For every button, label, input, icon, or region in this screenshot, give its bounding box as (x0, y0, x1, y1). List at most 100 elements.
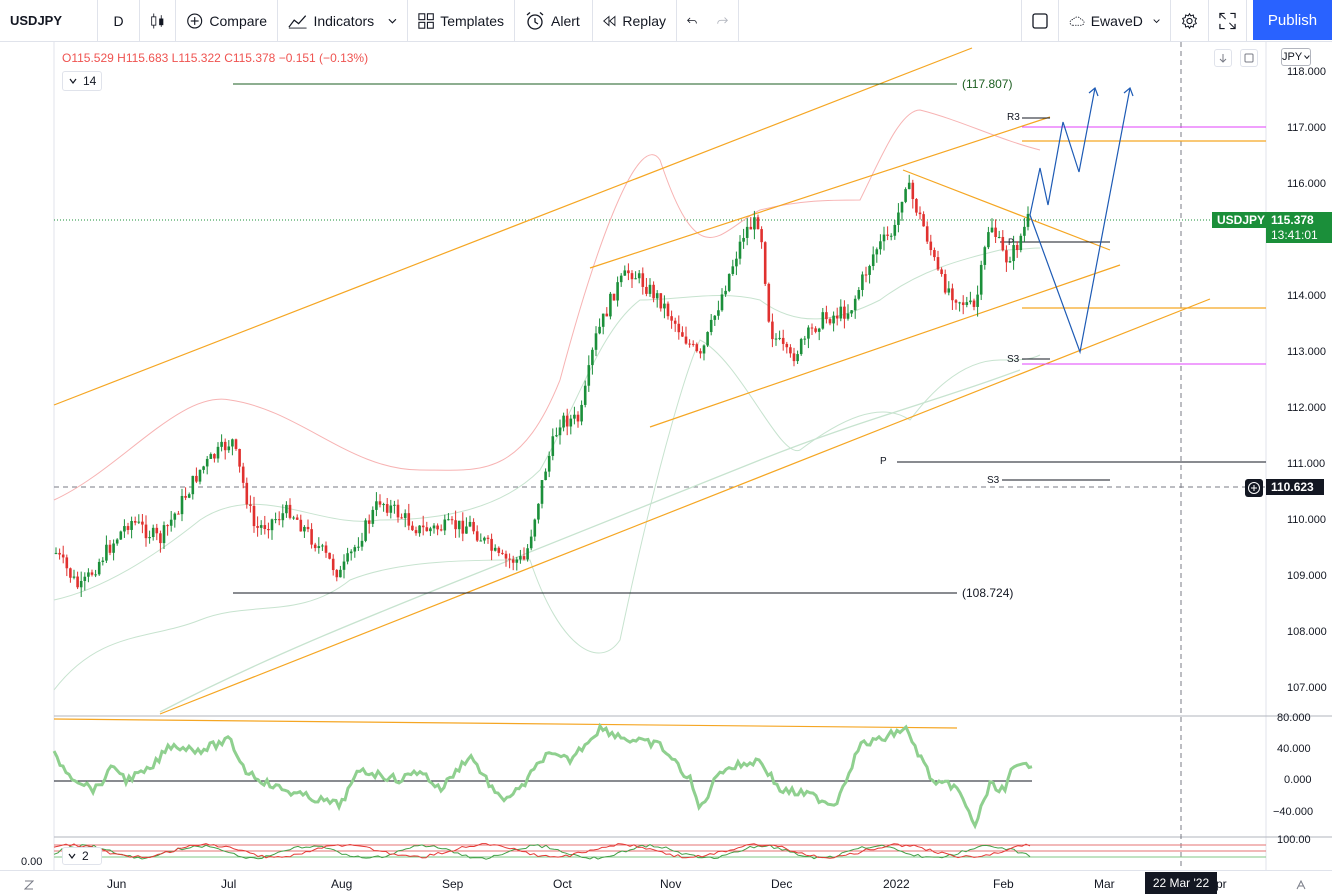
candle-body (695, 344, 699, 352)
candle-body (277, 519, 281, 521)
candle-body (151, 527, 155, 538)
pane-down-button[interactable] (1214, 49, 1232, 67)
maximize-button[interactable] (1209, 0, 1247, 42)
candle-body (321, 545, 324, 547)
candle-body (897, 212, 900, 225)
undo-button[interactable] (677, 0, 707, 42)
candle-body (846, 313, 850, 319)
chevron-down-icon (388, 18, 397, 24)
candle-body (933, 250, 936, 258)
osc-tick: 80.000 (1277, 712, 1311, 724)
add-alert-button[interactable] (1245, 479, 1263, 497)
candle-body (112, 543, 115, 553)
left-axis-zero: 0.00 (21, 856, 43, 868)
undo-icon (687, 17, 697, 24)
candle-body (580, 404, 583, 422)
pivot-s3-bottom-label: S3 (987, 475, 1000, 486)
chart-style-button[interactable] (140, 0, 176, 42)
last-price-tag: 115.378 (1266, 212, 1332, 228)
candle-body (659, 293, 663, 309)
pane-maximize-button[interactable] (1240, 49, 1258, 67)
candle-body (443, 519, 447, 531)
candle-body (832, 315, 835, 324)
candle-body (918, 212, 922, 215)
square-icon (1032, 12, 1048, 29)
publish-button[interactable]: Publish (1253, 0, 1332, 40)
month-label: pr (1216, 877, 1227, 891)
candle-body (439, 529, 443, 531)
auto-scale-icon (1296, 880, 1306, 890)
candle-body (702, 345, 706, 354)
cloud-icon (1069, 16, 1085, 26)
candle-body (717, 310, 720, 316)
candle-body (436, 525, 439, 530)
fullscreen-toggle[interactable] (1021, 0, 1059, 42)
templates-label: Templates (440, 12, 504, 29)
price-tick: 109.000 (1287, 570, 1327, 582)
chevron-down-icon (1304, 55, 1310, 59)
crosshair-date-tag: 22 Mar '22 (1145, 872, 1217, 894)
candle-body (346, 553, 349, 562)
candle-body (609, 293, 612, 317)
candle-body (83, 576, 87, 582)
compare-button[interactable]: Compare (176, 0, 278, 42)
candle-body (972, 300, 976, 307)
candle-body (123, 526, 126, 532)
candle-body (540, 480, 544, 504)
indicators-button[interactable]: Indicators (278, 0, 408, 42)
candle-body (796, 354, 799, 362)
candle-body (501, 552, 504, 554)
month-label: 2022 (883, 877, 910, 891)
candle-body (335, 570, 339, 578)
price-tick: 113.000 (1287, 346, 1326, 358)
candle-body (288, 504, 292, 518)
symbol-search[interactable]: USDJPY (0, 0, 98, 42)
timezone-button[interactable] (20, 876, 38, 894)
osc2-length-box[interactable]: 2 (62, 847, 102, 865)
candlestick-series (54, 174, 1030, 597)
candle-body (936, 257, 940, 270)
candle-body (814, 328, 817, 332)
candle-body (360, 540, 364, 547)
alert-button[interactable]: Alert (515, 0, 593, 42)
candle-body (817, 328, 821, 332)
indicator-length-box[interactable]: 14 (62, 71, 102, 91)
candle-body (670, 316, 673, 321)
layout-menu[interactable]: EwaveD (1059, 0, 1171, 42)
candle-body (573, 414, 576, 419)
templates-button[interactable]: Templates (408, 0, 515, 42)
redo-button[interactable] (707, 0, 739, 42)
auto-scale-button[interactable] (1292, 876, 1310, 894)
price-tick: 116.000 (1287, 178, 1326, 190)
alert-label: Alert (551, 12, 580, 29)
candle-body (292, 517, 295, 519)
currency-selector[interactable]: JPY (1281, 48, 1311, 66)
open-value: O115.529 (62, 51, 114, 65)
candle-body (803, 338, 807, 340)
publish-label: Publish (1267, 11, 1318, 29)
candle-body (677, 323, 681, 333)
candle-body (353, 547, 357, 552)
settings-button[interactable] (1171, 0, 1209, 42)
candle-body (681, 332, 684, 337)
candle-body (317, 546, 321, 549)
interval-button[interactable]: D (98, 0, 140, 42)
candle-body (328, 552, 331, 559)
candle-body (843, 306, 846, 319)
candle-body (763, 242, 767, 284)
candle-body (342, 561, 346, 570)
candle-body (425, 527, 429, 532)
candle-body (900, 201, 904, 213)
candle-body (454, 520, 457, 530)
candle-body (1019, 235, 1023, 251)
time-axis[interactable] (0, 870, 1332, 896)
expand-icon (1219, 12, 1236, 29)
candle-body (911, 182, 915, 200)
candle-body (69, 568, 72, 578)
candle-body (263, 525, 267, 529)
candle-body (191, 475, 195, 495)
candle-body (882, 234, 886, 242)
ohlc-legend: O115.529 H115.683 L115.322 C115.378 −0.1… (62, 51, 368, 65)
replay-button[interactable]: Replay (593, 0, 677, 42)
